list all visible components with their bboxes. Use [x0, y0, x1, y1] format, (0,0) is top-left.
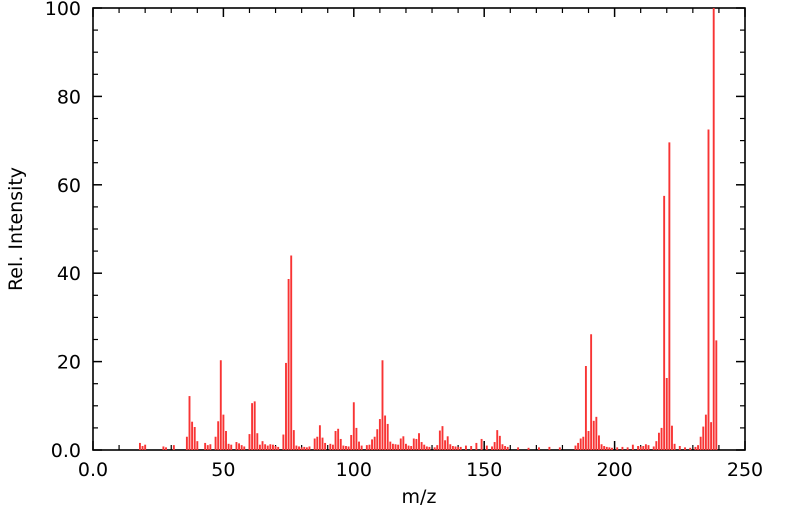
x-axis-label: m/z [402, 486, 437, 508]
y-tick-label: 60 [57, 175, 81, 197]
y-tick-label: 20 [57, 352, 81, 374]
x-tick-label: 250 [727, 459, 763, 481]
x-tick-label: 150 [466, 459, 502, 481]
x-tick-label: 50 [211, 459, 235, 481]
y-axis-label: Rel. Intensity [5, 167, 27, 291]
y-tick-label: 100 [45, 0, 81, 20]
y-tick-label: 80 [57, 86, 81, 108]
x-tick-label: 100 [336, 459, 372, 481]
x-tick-label: 0.0 [78, 459, 108, 481]
x-tick-label: 200 [596, 459, 632, 481]
y-tick-label: 40 [57, 263, 81, 285]
plot-frame [92, 7, 746, 451]
y-tick-label: 0.0 [51, 440, 81, 462]
